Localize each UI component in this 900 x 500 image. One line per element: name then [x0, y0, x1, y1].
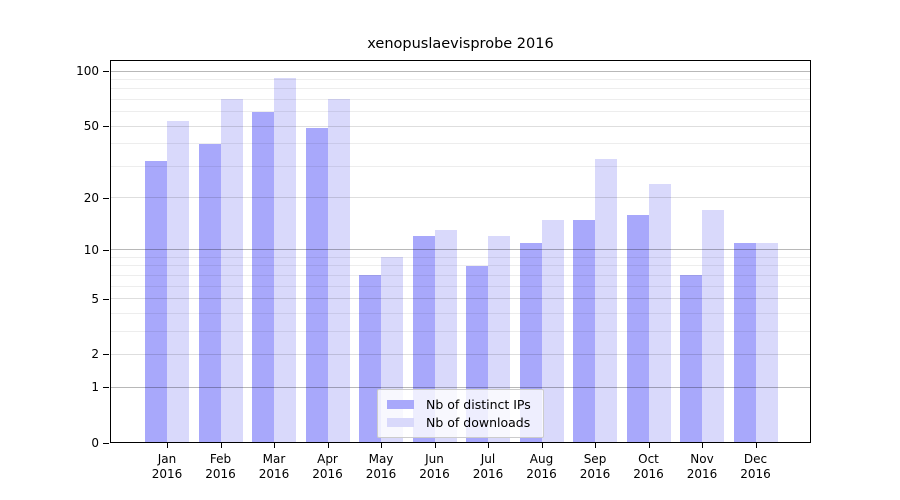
bar-distinct-ips — [145, 161, 167, 443]
x-tick-label: Jan 2016 — [151, 452, 183, 481]
y-axis-tick — [103, 354, 109, 356]
y-axis-tick — [103, 71, 109, 72]
legend-label-distinct-ips: Nb of distinct IPs — [426, 397, 531, 412]
x-tick-label: Apr 2016 — [312, 452, 343, 481]
x-tick-label: Jul 2016 — [472, 452, 504, 481]
gridlines-layer — [110, 60, 811, 443]
y-axis-tick — [103, 298, 109, 300]
bar-distinct-ips — [733, 242, 756, 443]
gridline — [110, 70, 811, 72]
bar-downloads — [327, 99, 350, 443]
legend: Nb of distinct IPs Nb of downloads — [377, 389, 544, 438]
gridline — [110, 88, 811, 90]
gridline — [110, 165, 811, 167]
x-axis-tick — [541, 443, 543, 448]
gridline — [110, 312, 811, 314]
bar-distinct-ips — [573, 219, 595, 443]
x-tick-label: Feb 2016 — [205, 452, 236, 481]
gridline — [110, 285, 811, 287]
gridline — [110, 197, 811, 199]
x-axis-tick — [274, 443, 275, 448]
x-tick-label: Mar 2016 — [258, 452, 290, 481]
gridline — [110, 265, 811, 267]
bar-distinct-ips — [305, 127, 328, 443]
x-tick-label: Dec 2016 — [740, 452, 771, 481]
x-tick-label: May 2016 — [365, 452, 397, 481]
y-tick-label: 10 — [83, 242, 99, 257]
bar-downloads — [541, 219, 564, 443]
x-axis-tick — [648, 443, 650, 448]
plot-frame — [110, 60, 811, 443]
y-tick-label: 2 — [91, 347, 99, 362]
bar-downloads — [274, 77, 296, 443]
x-tick-label: Nov 2016 — [686, 452, 718, 481]
gridline — [110, 78, 811, 80]
bar-distinct-ips — [359, 275, 381, 443]
bar-downloads — [595, 158, 617, 443]
legend-label-downloads: Nb of downloads — [426, 415, 531, 430]
x-axis-tick — [220, 443, 222, 448]
bar-distinct-ips — [626, 214, 649, 443]
legend-swatch-downloads — [387, 418, 414, 427]
x-axis-tick — [381, 443, 382, 448]
gridline — [110, 125, 811, 127]
bar-downloads — [755, 242, 778, 443]
x-axis-tick — [755, 443, 757, 448]
gridline — [110, 111, 811, 113]
x-axis-tick — [488, 443, 489, 448]
gridline — [110, 249, 811, 251]
gridline — [110, 353, 811, 355]
y-axis-tick — [103, 249, 109, 251]
x-tick-label: Sep 2016 — [579, 452, 611, 481]
x-tick-label: Aug 2016 — [526, 452, 557, 481]
legend-item-downloads: Nb of downloads — [387, 415, 543, 430]
gridline — [110, 298, 811, 300]
gridline — [110, 98, 811, 100]
gridline — [110, 143, 811, 145]
gridline — [110, 274, 811, 276]
legend-swatch-distinct-ips — [387, 400, 414, 409]
x-tick-label: Oct 2016 — [633, 452, 664, 481]
gridline — [110, 386, 811, 388]
y-tick-label: 0 — [91, 436, 99, 450]
y-tick-label: 20 — [83, 190, 99, 205]
y-axis-tick — [103, 126, 109, 128]
y-tick-label: 50 — [83, 119, 99, 134]
x-tick-label: Jun 2016 — [419, 452, 450, 481]
bar-distinct-ips — [680, 275, 702, 443]
x-axis-tick — [702, 443, 703, 448]
chart-title: xenopuslaevisprobe 2016 — [367, 36, 554, 52]
x-axis-tick — [167, 443, 168, 448]
legend-item-distinct-ips: Nb of distinct IPs — [387, 397, 543, 412]
y-axis-tick — [103, 443, 109, 444]
bar-downloads — [648, 183, 671, 443]
gridline — [110, 330, 811, 332]
plot-area — [110, 60, 811, 443]
y-axis-tick — [103, 197, 109, 199]
y-tick-label: 100 — [76, 64, 99, 78]
bar-downloads — [220, 99, 243, 443]
y-tick-label: 5 — [91, 291, 99, 306]
x-axis-tick — [434, 443, 436, 448]
x-axis-tick — [327, 443, 329, 448]
x-axis-tick — [595, 443, 596, 448]
bar-distinct-ips — [198, 143, 221, 443]
bar-downloads — [167, 121, 189, 443]
bar-distinct-ips — [252, 111, 274, 443]
gridline — [110, 256, 811, 258]
y-tick-label: 1 — [91, 380, 99, 395]
bar-downloads — [702, 210, 724, 443]
y-axis-tick — [103, 387, 109, 389]
